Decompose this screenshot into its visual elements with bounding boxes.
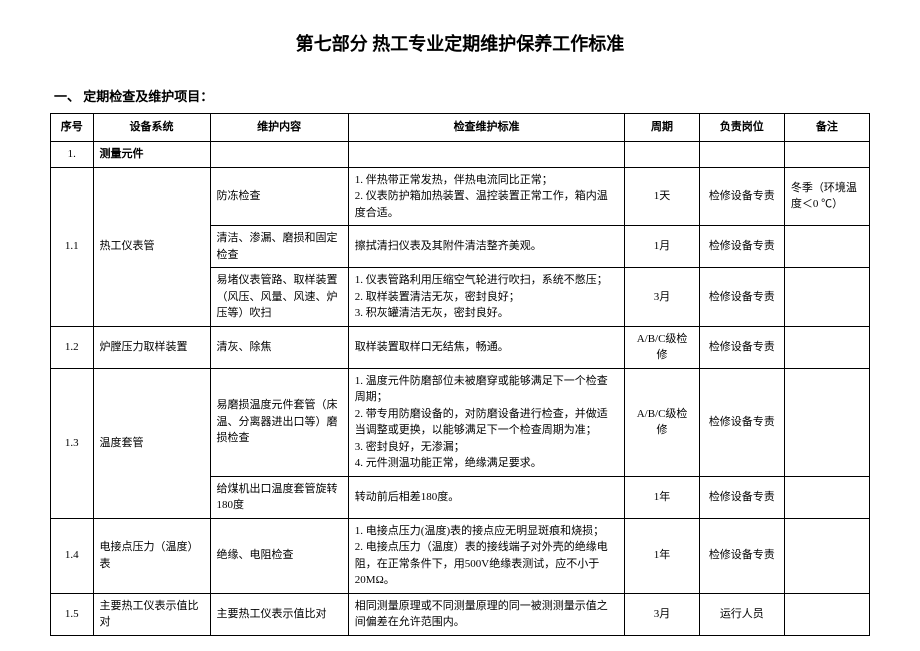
table-header-row: 序号 设备系统 维护内容 检查维护标准 周期 负责岗位 备注 <box>51 114 870 142</box>
cell-period: 1年 <box>625 476 699 518</box>
page-title: 第七部分 热工专业定期维护保养工作标准 <box>50 30 870 56</box>
cell-resp: 运行人员 <box>699 593 784 635</box>
cell-period: 1天 <box>625 167 699 226</box>
cell-maint: 易磨损温度元件套管（床温、分离器进出口等）磨损检查 <box>210 368 348 476</box>
cell-resp: 检修设备专责 <box>699 226 784 268</box>
cell-period: A/B/C级检修 <box>625 368 699 476</box>
cell-idx: 1.2 <box>51 326 94 368</box>
cell-sys: 测量元件 <box>93 142 210 168</box>
col-resp: 负责岗位 <box>699 114 784 142</box>
cell-std <box>348 142 625 168</box>
section-heading: 一、 定期检查及维护项目： <box>50 86 870 105</box>
cell-period: A/B/C级检修 <box>625 326 699 368</box>
cell-period: 3月 <box>625 593 699 635</box>
cell-std: 转动前后相差180度。 <box>348 476 625 518</box>
cell-resp: 检修设备专责 <box>699 167 784 226</box>
cell-period: 3月 <box>625 268 699 327</box>
cell-sys: 炉膛压力取样装置 <box>93 326 210 368</box>
table-row: 1.1 热工仪表管 防冻检查 1. 伴热带正常发热，伴热电流同比正常；2. 仪表… <box>51 167 870 226</box>
cell-note <box>784 226 869 268</box>
cell-maint: 清灰、除焦 <box>210 326 348 368</box>
cell-note <box>784 142 869 168</box>
table-row: 1.4 电接点压力（温度）表 绝缘、电阻检查 1. 电接点压力(温度)表的接点应… <box>51 518 870 593</box>
cell-idx: 1. <box>51 142 94 168</box>
maintenance-table: 序号 设备系统 维护内容 检查维护标准 周期 负责岗位 备注 1. 测量元件 1… <box>50 113 870 636</box>
cell-std: 1. 电接点压力(温度)表的接点应无明显斑痕和烧损；2. 电接点压力（温度）表的… <box>348 518 625 593</box>
cell-std: 相同测量原理或不同测量原理的同一被测测量示值之间偏差在允许范围内。 <box>348 593 625 635</box>
cell-idx: 1.3 <box>51 368 94 518</box>
cell-idx: 1.4 <box>51 518 94 593</box>
cell-maint <box>210 142 348 168</box>
cell-sys: 热工仪表管 <box>93 167 210 326</box>
cell-period <box>625 142 699 168</box>
cell-maint: 清洁、渗漏、磨损和固定检查 <box>210 226 348 268</box>
cell-resp: 检修设备专责 <box>699 518 784 593</box>
cell-note <box>784 368 869 476</box>
cell-note <box>784 593 869 635</box>
cell-note <box>784 518 869 593</box>
col-idx: 序号 <box>51 114 94 142</box>
cell-period: 1年 <box>625 518 699 593</box>
cell-std: 1. 仪表管路利用压缩空气轮进行吹扫，系统不憋压；2. 取样装置清洁无灰，密封良… <box>348 268 625 327</box>
col-maint: 维护内容 <box>210 114 348 142</box>
table-row: 1.2 炉膛压力取样装置 清灰、除焦 取样装置取样口无结焦，畅通。 A/B/C级… <box>51 326 870 368</box>
cell-resp <box>699 142 784 168</box>
cell-idx: 1.5 <box>51 593 94 635</box>
cell-sys: 主要热工仪表示值比对 <box>93 593 210 635</box>
col-period: 周期 <box>625 114 699 142</box>
col-note: 备注 <box>784 114 869 142</box>
col-sys: 设备系统 <box>93 114 210 142</box>
table-row: 1. 测量元件 <box>51 142 870 168</box>
cell-maint: 主要热工仪表示值比对 <box>210 593 348 635</box>
table-row: 1.3 温度套管 易磨损温度元件套管（床温、分离器进出口等）磨损检查 1. 温度… <box>51 368 870 476</box>
cell-maint: 防冻检查 <box>210 167 348 226</box>
cell-maint: 给煤机出口温度套管旋转180度 <box>210 476 348 518</box>
cell-resp: 检修设备专责 <box>699 268 784 327</box>
cell-note <box>784 326 869 368</box>
cell-resp: 检修设备专责 <box>699 476 784 518</box>
cell-std: 擦拭清扫仪表及其附件清洁整齐美观。 <box>348 226 625 268</box>
cell-std: 取样装置取样口无结焦，畅通。 <box>348 326 625 368</box>
cell-resp: 检修设备专责 <box>699 326 784 368</box>
cell-resp: 检修设备专责 <box>699 368 784 476</box>
cell-period: 1月 <box>625 226 699 268</box>
cell-sys: 电接点压力（温度）表 <box>93 518 210 593</box>
table-row: 1.5 主要热工仪表示值比对 主要热工仪表示值比对 相同测量原理或不同测量原理的… <box>51 593 870 635</box>
cell-note <box>784 476 869 518</box>
cell-maint: 易堵仪表管路、取样装置（风压、风量、风速、炉压等）吹扫 <box>210 268 348 327</box>
cell-idx: 1.1 <box>51 167 94 326</box>
cell-note <box>784 268 869 327</box>
cell-maint: 绝缘、电阻检查 <box>210 518 348 593</box>
cell-sys: 温度套管 <box>93 368 210 518</box>
cell-std: 1. 温度元件防磨部位未被磨穿或能够满足下一个检查周期；2. 带专用防磨设备的，… <box>348 368 625 476</box>
cell-std: 1. 伴热带正常发热，伴热电流同比正常；2. 仪表防护箱加热装置、温控装置正常工… <box>348 167 625 226</box>
cell-note: 冬季（环境温度＜0 ℃） <box>784 167 869 226</box>
col-std: 检查维护标准 <box>348 114 625 142</box>
